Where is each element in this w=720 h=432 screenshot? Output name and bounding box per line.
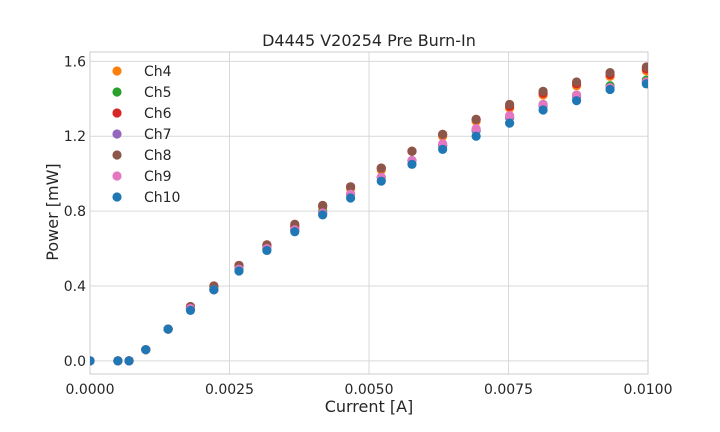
data-point: [505, 118, 515, 128]
y-tick-label: 0.0: [64, 354, 86, 370]
x-axis-label: Current [A]: [325, 397, 414, 416]
legend-label: Ch8: [144, 148, 172, 164]
data-point: [185, 305, 196, 315]
data-point: [376, 176, 386, 186]
data-point: [471, 131, 481, 141]
legend-marker: [112, 150, 122, 160]
legend: Ch4 Ch5 Ch6 Ch7 Ch8 Ch9 Ch10: [112, 64, 180, 206]
legend-marker: [112, 87, 122, 97]
series-ch10: [90, 79, 648, 366]
y-tick-label: 0.4: [64, 279, 86, 295]
data-point: [438, 129, 448, 139]
data-point: [471, 114, 481, 124]
legend-marker: [112, 192, 122, 202]
data-point: [290, 227, 300, 237]
data-point: [407, 146, 417, 156]
y-tick-labels: 0.0 0.4 0.8 1.2 1.6: [64, 54, 86, 370]
data-point: [163, 324, 173, 334]
data-points: [90, 62, 648, 366]
legend-marker: [112, 108, 122, 118]
data-point: [90, 356, 95, 366]
data-point: [141, 345, 151, 355]
data-point: [318, 200, 328, 211]
data-point: [209, 285, 219, 295]
legend-label: Ch10: [144, 190, 180, 206]
data-point: [345, 193, 356, 203]
data-point: [376, 163, 386, 173]
data-point: [538, 86, 548, 96]
data-point: [505, 99, 515, 110]
data-point: [345, 182, 356, 192]
y-axis-label: Power [mW]: [43, 163, 62, 260]
x-tick-label: 0.0025: [205, 382, 254, 398]
x-tick-label: 0.0000: [66, 382, 115, 398]
chart-title: D4445 V20254 Pre Burn-In: [262, 31, 476, 50]
data-point: [113, 356, 123, 366]
legend-label: Ch4: [144, 64, 172, 80]
legend-label: Ch5: [144, 85, 172, 101]
legend-label: Ch7: [144, 127, 172, 143]
plot-frame: [89, 51, 649, 375]
data-point: [505, 111, 515, 121]
data-point: [571, 77, 582, 87]
data-point: [407, 159, 417, 169]
data-point: [605, 67, 615, 78]
x-tick-label: 0.0100: [624, 382, 673, 398]
data-point: [318, 210, 328, 220]
legend-marker: [112, 129, 122, 139]
y-tick-label: 1.6: [64, 54, 86, 70]
data-point: [471, 124, 481, 134]
x-tick-labels: 0.0000 0.0025 0.0050 0.0075 0.0100: [66, 382, 673, 398]
data-point: [124, 356, 134, 366]
data-point: [641, 62, 648, 72]
data-point: [571, 96, 582, 106]
data-point: [641, 79, 648, 89]
legend-marker: [112, 171, 122, 181]
legend-label: Ch6: [144, 106, 172, 122]
x-tick-label: 0.0050: [345, 382, 394, 398]
legend-label: Ch9: [144, 169, 172, 185]
legend-marker: [112, 66, 122, 76]
data-point: [438, 144, 448, 154]
x-tick-label: 0.0075: [484, 382, 533, 398]
y-tick-label: 1.2: [64, 129, 86, 145]
data-point: [262, 245, 272, 256]
data-point: [605, 84, 615, 95]
data-point: [234, 266, 244, 276]
data-point: [538, 105, 548, 115]
y-tick-label: 0.8: [64, 204, 86, 220]
plot-border: [89, 51, 649, 375]
